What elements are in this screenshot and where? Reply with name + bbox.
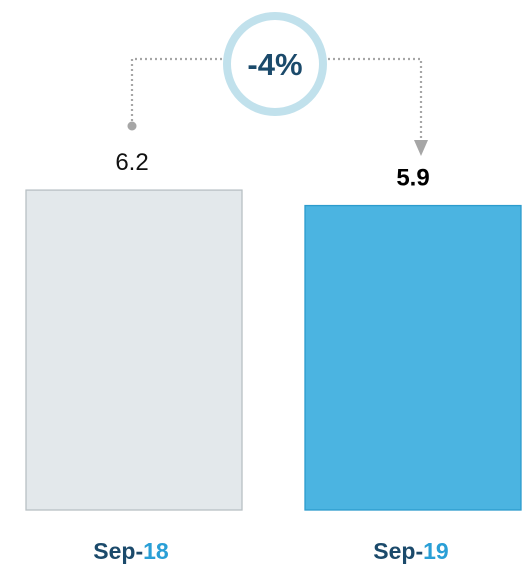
bars bbox=[25, 189, 522, 511]
change-badge: -4% bbox=[223, 12, 327, 116]
change-badge-label: -4% bbox=[247, 47, 302, 82]
connector-arrowhead bbox=[414, 140, 428, 156]
value-label-sep-18: 6.2 bbox=[115, 149, 148, 176]
connector-line-right bbox=[328, 57, 423, 142]
category-label-sep-19: Sep-19 bbox=[373, 538, 448, 564]
category-label-suffix: 19 bbox=[423, 538, 449, 564]
value-label-sep-19: 5.9 bbox=[396, 165, 429, 192]
change-connector bbox=[127, 57, 428, 156]
connector-line-left bbox=[130, 57, 222, 126]
category-label-suffix: 18 bbox=[143, 538, 169, 564]
bar-sep-18 bbox=[25, 189, 243, 511]
connector-dot bbox=[127, 121, 137, 131]
value-labels: 6.2 5.9 bbox=[115, 149, 429, 191]
category-label-prefix: Sep- bbox=[373, 538, 423, 564]
change-badge-ring bbox=[223, 12, 327, 116]
bar-sep-19 bbox=[304, 204, 522, 511]
category-label-prefix: Sep- bbox=[93, 538, 143, 564]
category-labels: Sep-18 Sep-19 bbox=[93, 538, 448, 564]
category-label-sep-18: Sep-18 bbox=[93, 538, 169, 564]
